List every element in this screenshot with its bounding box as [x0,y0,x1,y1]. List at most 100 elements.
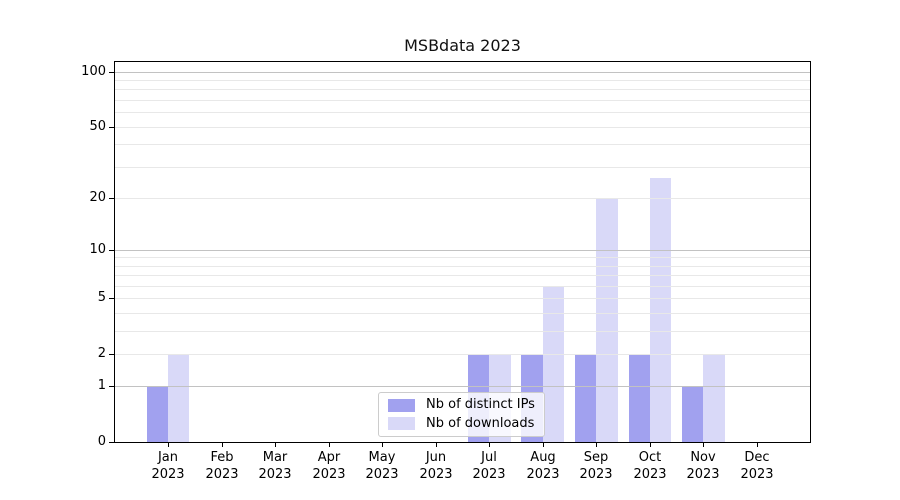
x-label-year: 2023 [205,467,239,482]
gridline-minor-20 [115,197,810,199]
gridline-minor-70 [115,100,810,101]
y-axis-tick-label-20: 20 [89,190,106,205]
gridline-minor-40 [115,144,810,145]
x-label-month: Feb [210,450,234,465]
y-axis-tick-label-5: 5 [97,290,106,305]
bar-distinct-ips-jan [146,386,168,442]
x-label-month: Sep [583,450,609,465]
legend: Nb of distinct IPs Nb of downloads [378,392,545,437]
y-tick-mark-50 [109,127,114,128]
x-label-year: 2023 [579,467,613,482]
x-tick-mark-may [382,443,383,447]
y-tick-mark-2 [109,354,114,355]
gridline-minor-80 [115,89,810,91]
gridline-minor-9 [115,257,810,259]
bar-downloads-oct [649,177,672,442]
gridline-major-1 [115,386,810,388]
y-axis-tick-label-100: 100 [81,64,106,79]
x-label-month: Jun [425,450,447,465]
legend-swatch-downloads [388,417,415,431]
x-axis-tick-label-dec: Dec 2023 [725,449,789,483]
x-axis-tick-label-mar: Mar 2023 [243,449,307,483]
x-label-year: 2023 [472,467,506,482]
x-tick-mark-oct [650,443,651,447]
x-axis-tick-label-aug: Aug 2023 [511,449,575,483]
x-tick-mark-jul [489,443,490,447]
legend-label-distinct-ips: Nb of distinct IPs [426,397,535,413]
x-label-month: May [368,450,396,465]
x-axis-tick-label-feb: Feb 2023 [190,449,254,483]
gridline-minor-4 [115,312,810,314]
gridline-minor-5 [115,298,810,300]
bar-distinct-ips-nov [682,386,704,442]
x-tick-mark-mar [275,443,276,447]
legend-entry-distinct-ips: Nb of distinct IPs [388,397,535,413]
x-label-month: Jul [481,450,497,465]
x-axis-tick-label-may: May 2023 [350,449,414,483]
x-tick-mark-jan [168,443,169,447]
bar-downloads-jan [168,353,190,442]
x-label-month: Jan [157,450,179,465]
bar-downloads-sep [596,197,618,442]
x-axis-tick-label-jul: Jul 2023 [457,449,521,483]
x-axis-tick-label-jun: Jun 2023 [404,449,468,483]
x-label-month: Apr [317,450,341,465]
legend-entry-downloads: Nb of downloads [388,416,535,432]
plot-area [114,61,811,443]
y-axis-tick-label-10: 10 [89,242,106,257]
y-tick-mark-100 [109,72,114,73]
bar-downloads-aug [542,285,565,442]
gridline-minor-50 [115,126,810,128]
y-tick-mark-1 [109,386,114,387]
x-label-year: 2023 [633,467,667,482]
chart-title: MSBdata 2023 [404,36,521,55]
x-label-month: Dec [744,450,770,465]
gridline-major-100 [115,71,810,73]
x-label-year: 2023 [312,467,346,482]
x-label-year: 2023 [740,467,774,482]
x-label-year: 2023 [419,467,453,482]
x-axis-tick-label-jan: Jan 2023 [136,449,200,483]
y-axis-tick-label-0: 0 [97,434,106,449]
y-tick-mark-0 [109,442,114,443]
y-axis-tick-label-50: 50 [89,119,106,134]
gridline-minor-3 [115,330,810,332]
gridline-minor-60 [115,112,810,114]
x-label-month: Nov [690,450,716,465]
gridline-minor-30 [115,166,810,168]
y-tick-mark-10 [109,250,114,251]
gridline-minor-2 [115,353,810,355]
x-label-month: Aug [530,450,556,465]
x-label-year: 2023 [151,467,185,482]
legend-label-downloads: Nb of downloads [426,415,535,431]
bar-distinct-ips-sep [574,353,597,442]
y-axis-tick-label-2: 2 [97,346,106,361]
x-label-month: Mar [262,450,288,465]
x-label-month: Oct [638,450,662,465]
x-tick-mark-jun [436,443,437,447]
x-axis-tick-label-oct: Oct 2023 [618,449,682,483]
gridline-minor-6 [115,285,810,287]
y-axis-tick-label-1: 1 [97,378,106,393]
bar-distinct-ips-oct [628,353,650,442]
x-tick-mark-aug [543,443,544,447]
y-tick-mark-20 [109,198,114,199]
x-tick-mark-dec [757,443,758,447]
gridline-major-10 [115,249,810,251]
x-tick-mark-feb [222,443,223,447]
gridline-minor-7 [115,275,810,277]
x-axis-tick-label-sep: Sep 2023 [564,449,628,483]
bar-downloads-nov [703,353,725,442]
x-label-year: 2023 [258,467,292,482]
x-tick-mark-nov [703,443,704,447]
x-tick-mark-apr [329,443,330,447]
x-axis-tick-label-apr: Apr 2023 [297,449,361,483]
x-label-year: 2023 [365,467,399,482]
y-tick-mark-5 [109,298,114,299]
gridline-minor-90 [115,80,810,82]
x-label-year: 2023 [526,467,560,482]
x-label-year: 2023 [686,467,720,482]
x-axis-tick-label-nov: Nov 2023 [671,449,735,483]
x-tick-mark-sep [596,443,597,447]
